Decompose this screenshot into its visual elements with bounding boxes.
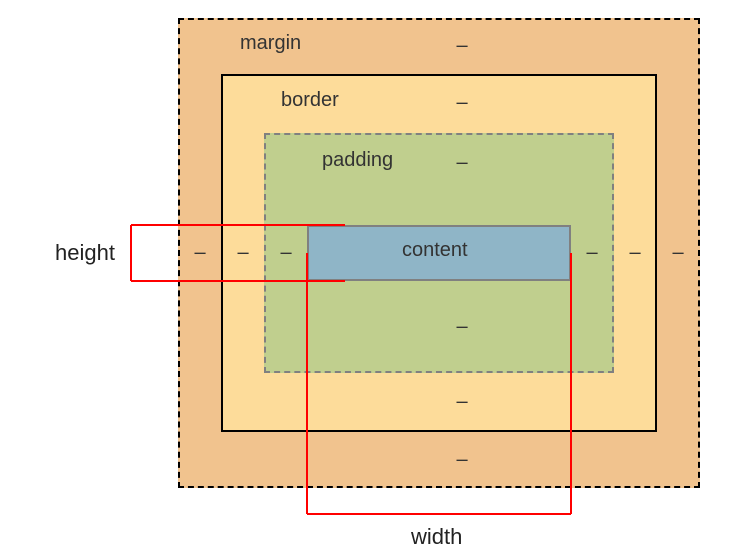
border-left-value: ‒ xyxy=(237,242,248,265)
border-bottom-value: ‒ xyxy=(456,391,467,414)
padding-bottom-value: ‒ xyxy=(456,316,467,339)
border-right-value: ‒ xyxy=(629,242,640,265)
margin-top-value: ‒ xyxy=(456,35,467,58)
margin-right-value: ‒ xyxy=(672,242,683,265)
border-top-value: ‒ xyxy=(456,92,467,115)
width-dim-label: width xyxy=(411,524,462,550)
padding-top-value: ‒ xyxy=(456,152,467,175)
padding-left-value: ‒ xyxy=(280,242,291,265)
height-dim-label: height xyxy=(55,240,115,266)
margin-bottom-value: ‒ xyxy=(456,449,467,472)
padding-label: padding xyxy=(322,149,393,172)
margin-left-value: ‒ xyxy=(194,242,205,265)
margin-label: margin xyxy=(240,32,301,55)
box-model-diagram: margin border padding content ‒ ‒ ‒ ‒ ‒ … xyxy=(0,0,739,557)
padding-right-value: ‒ xyxy=(586,242,597,265)
content-label: content xyxy=(402,239,468,262)
border-label: border xyxy=(281,89,339,112)
